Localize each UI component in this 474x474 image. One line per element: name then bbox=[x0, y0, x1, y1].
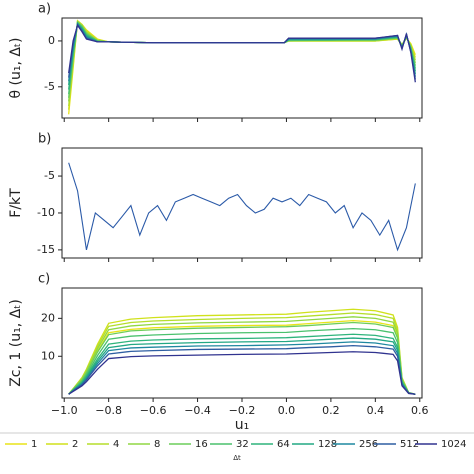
legend-label: 256 bbox=[359, 439, 378, 450]
line-series bbox=[68, 321, 416, 395]
line-series bbox=[68, 162, 416, 252]
axes-frame bbox=[61, 147, 423, 259]
y-tick-label: 0 bbox=[48, 34, 55, 47]
line-series bbox=[68, 327, 416, 395]
line-series bbox=[68, 22, 416, 80]
panel-label: c) bbox=[38, 272, 50, 287]
y-axis-label: θ (u₁, Δₜ) bbox=[8, 37, 24, 98]
line-series bbox=[68, 19, 416, 110]
x-tick-label: −1.0 bbox=[51, 404, 78, 417]
legend-label: 1 bbox=[31, 439, 37, 450]
line-series bbox=[68, 19, 416, 115]
y-tick-label: 10 bbox=[41, 349, 55, 362]
legend-label: 8 bbox=[154, 439, 160, 450]
line-series bbox=[68, 345, 416, 395]
y-axis-label: F/kT bbox=[8, 188, 24, 218]
line-series bbox=[68, 23, 416, 83]
legend-label: 128 bbox=[318, 439, 337, 450]
panel-label: a) bbox=[38, 2, 51, 17]
line-series bbox=[68, 22, 416, 82]
x-tick-label: −0.6 bbox=[140, 404, 167, 417]
panel-label: b) bbox=[38, 132, 51, 147]
legend-label: 16 bbox=[195, 439, 208, 450]
legend-title: Δt bbox=[233, 454, 241, 462]
y-tick-label: -5 bbox=[44, 80, 55, 93]
axes-frame bbox=[61, 17, 423, 119]
x-tick-label: −0.4 bbox=[184, 404, 211, 417]
y-tick-label: -10 bbox=[37, 206, 55, 219]
x-axis-label: u₁ bbox=[235, 417, 250, 433]
line-series bbox=[68, 21, 416, 86]
line-series bbox=[68, 20, 416, 107]
legend-label: 4 bbox=[113, 439, 119, 450]
line-series bbox=[68, 22, 416, 90]
line-series bbox=[68, 341, 416, 395]
line-series bbox=[68, 21, 416, 98]
y-tick-label: -5 bbox=[44, 169, 55, 182]
line-series bbox=[68, 316, 416, 395]
line-series bbox=[68, 333, 416, 395]
line-series bbox=[68, 21, 416, 95]
x-tick-label: 0.6 bbox=[411, 404, 429, 417]
y-tick-label: -15 bbox=[37, 243, 55, 256]
x-tick-label: 0.2 bbox=[322, 404, 340, 417]
axes-frame bbox=[61, 287, 423, 399]
legend-label: 64 bbox=[277, 439, 290, 450]
x-tick-label: −0.2 bbox=[229, 404, 256, 417]
line-series bbox=[68, 337, 416, 395]
line-series bbox=[68, 20, 416, 102]
x-tick-label: −0.8 bbox=[95, 404, 122, 417]
y-tick-label: 20 bbox=[41, 311, 55, 324]
legend-label: 32 bbox=[236, 439, 249, 450]
line-series bbox=[68, 351, 416, 395]
legend-label: 1024 bbox=[441, 439, 466, 450]
x-tick-label: 0.4 bbox=[367, 404, 385, 417]
legend-label: 2 bbox=[72, 439, 78, 450]
y-axis-label: Zc, 1 (u₁, Δₜ) bbox=[8, 299, 24, 387]
x-tick-label: 0.0 bbox=[278, 404, 296, 417]
legend-label: 512 bbox=[400, 439, 419, 450]
